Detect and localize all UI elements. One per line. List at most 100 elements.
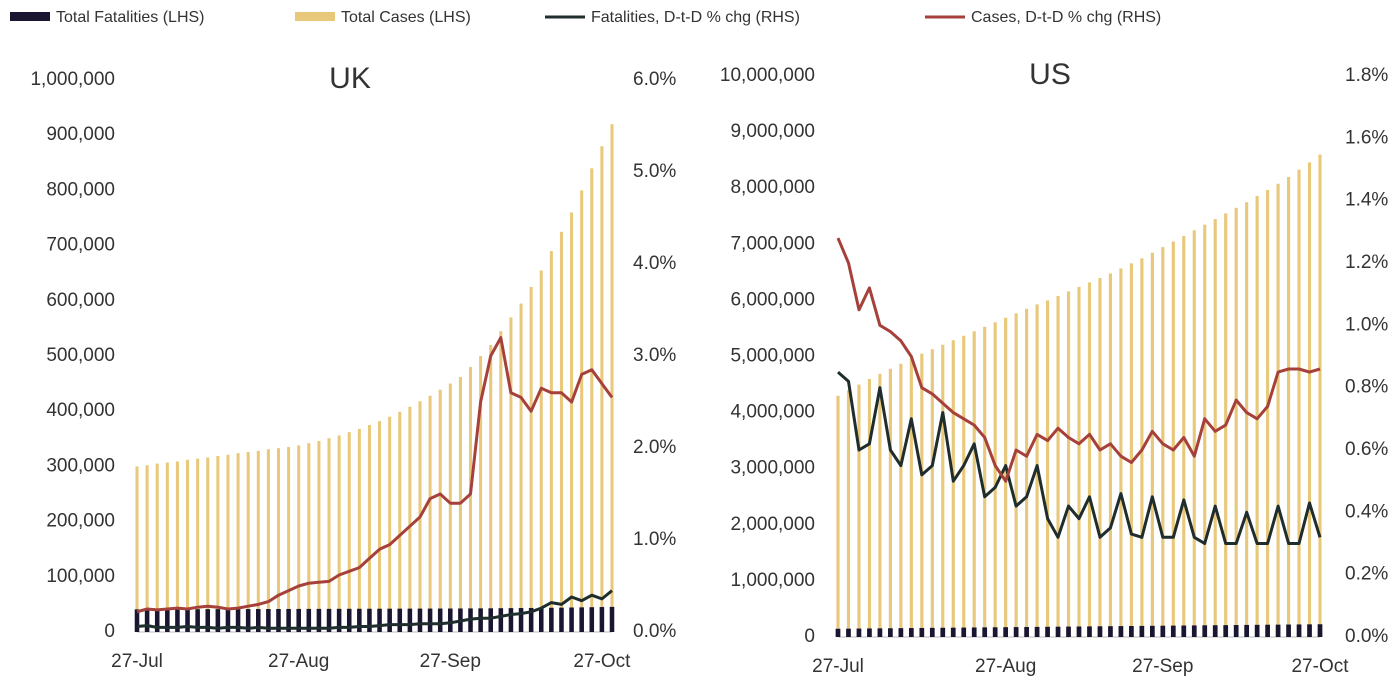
bar xyxy=(297,445,301,632)
bar xyxy=(518,608,524,632)
bar xyxy=(377,608,382,632)
bar xyxy=(346,608,352,632)
y-tick-label: 1,000,000 xyxy=(30,69,115,90)
x-tick-label: 27-Aug xyxy=(975,656,1036,677)
bar xyxy=(397,608,403,632)
bar xyxy=(1087,282,1092,637)
bar xyxy=(519,303,523,632)
bar xyxy=(579,607,584,632)
bar xyxy=(367,425,371,632)
bar xyxy=(930,349,934,637)
x-tick-label: 27-Aug xyxy=(268,651,329,672)
bar xyxy=(438,389,442,632)
bar xyxy=(950,627,956,637)
bar xyxy=(437,608,443,632)
bar xyxy=(1098,277,1102,637)
bar xyxy=(186,459,190,632)
y2-tick-label: 1.8% xyxy=(1345,65,1388,86)
bar xyxy=(296,608,301,632)
bar xyxy=(878,373,882,637)
bar xyxy=(205,609,211,632)
bar xyxy=(599,607,605,632)
bar xyxy=(993,322,997,637)
bar xyxy=(387,608,392,632)
bar xyxy=(336,608,342,632)
bar xyxy=(1244,624,1250,637)
bar xyxy=(1213,219,1217,637)
bar xyxy=(857,384,861,637)
bar xyxy=(256,450,260,632)
y-tick-label: 6,000,000 xyxy=(730,289,815,310)
y-tick-label: 900,000 xyxy=(46,124,115,145)
line-series xyxy=(836,237,1321,483)
bar xyxy=(196,458,200,632)
y-tick-label: 1,000,000 xyxy=(730,570,815,591)
chart-title: UK xyxy=(329,62,371,95)
bar xyxy=(600,146,604,633)
bar xyxy=(1034,626,1040,637)
bar xyxy=(1024,626,1029,637)
x-tick-label: 27-Jul xyxy=(111,651,163,672)
bar xyxy=(357,608,362,632)
bar xyxy=(1181,625,1187,637)
bar xyxy=(609,606,615,632)
bar xyxy=(307,443,311,632)
legend-label: Fatalities, D-t-D % chg (RHS) xyxy=(591,9,800,26)
bar xyxy=(846,628,851,637)
bar xyxy=(983,326,987,637)
x-tick-label: 27-Sep xyxy=(1132,656,1193,677)
bar xyxy=(357,428,361,632)
bar xyxy=(165,609,170,632)
bar xyxy=(961,627,967,637)
bar xyxy=(899,363,903,637)
bar xyxy=(175,609,180,632)
y-tick-label: 10,000,000 xyxy=(720,65,815,86)
bar xyxy=(1087,626,1092,637)
bar xyxy=(135,466,139,632)
bar xyxy=(1275,624,1281,637)
bar xyxy=(1307,162,1312,638)
bar xyxy=(1233,625,1239,637)
bar xyxy=(908,628,914,637)
bar xyxy=(378,421,382,632)
bar xyxy=(448,383,452,632)
bar xyxy=(245,609,251,632)
bar xyxy=(1266,189,1270,637)
bar xyxy=(1066,291,1071,637)
bar xyxy=(225,609,231,632)
bar xyxy=(287,447,291,632)
bar xyxy=(468,367,473,632)
bar xyxy=(134,609,140,632)
bar xyxy=(951,340,955,637)
bar xyxy=(1286,624,1291,637)
legend-swatch xyxy=(295,12,335,21)
y2-tick-label: 1.0% xyxy=(1345,314,1388,335)
bar xyxy=(226,454,230,632)
bar xyxy=(941,344,945,637)
y2-tick-label: 0.6% xyxy=(1345,439,1388,460)
y-tick-label: 400,000 xyxy=(46,400,115,421)
bar xyxy=(256,609,261,632)
bar xyxy=(236,453,240,632)
y-tick-label: 7,000,000 xyxy=(730,233,815,254)
bar xyxy=(982,627,988,637)
y2-tick-label: 3.0% xyxy=(633,345,676,366)
bar xyxy=(549,251,553,632)
y-tick-label: 600,000 xyxy=(46,290,115,311)
legend-swatch xyxy=(10,12,50,21)
bar xyxy=(206,457,210,632)
bar xyxy=(1045,626,1050,637)
bar xyxy=(528,607,534,632)
bar xyxy=(888,628,893,637)
bar xyxy=(427,608,433,632)
bar xyxy=(317,441,321,632)
line-series xyxy=(837,370,1322,545)
bar xyxy=(408,406,412,632)
bar xyxy=(448,608,453,632)
legend-label: Cases, D-t-D % chg (RHS) xyxy=(971,9,1161,26)
bar xyxy=(327,438,331,632)
bar xyxy=(478,608,483,632)
y-tick-label: 700,000 xyxy=(46,235,115,256)
bar xyxy=(316,608,322,632)
